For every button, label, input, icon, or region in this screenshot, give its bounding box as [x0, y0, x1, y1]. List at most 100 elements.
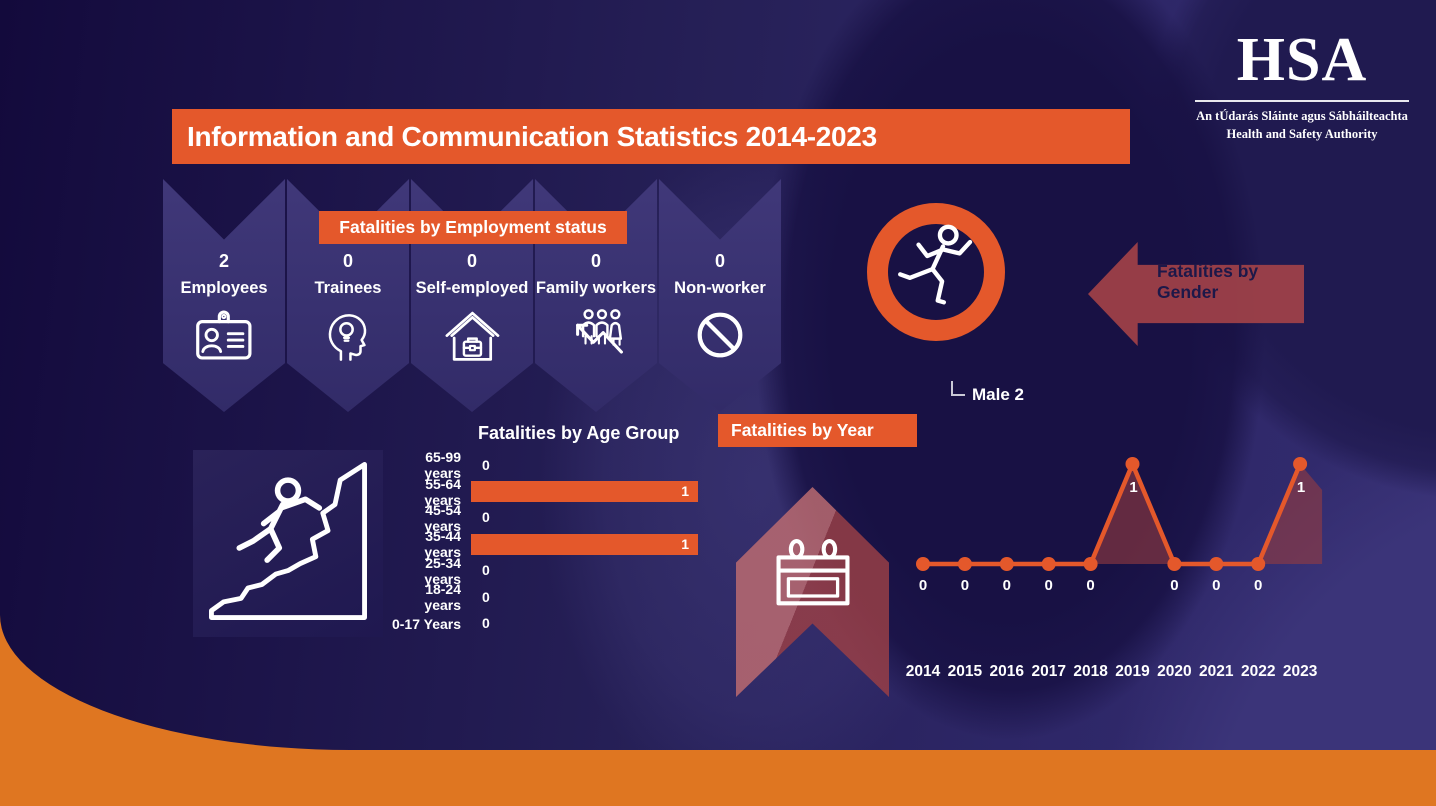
employment-banners: 2 Employees 0 Trainees 0 Self-employed 0 Family… — [163, 179, 781, 412]
year-marker — [916, 557, 930, 571]
employment-label: Trainees — [314, 279, 382, 297]
gender-section-header: Fatalities by Gender — [1157, 261, 1258, 303]
year-axis-label: 2017 — [1031, 663, 1065, 680]
background-panel: Information and Communication Statistics… — [0, 0, 1436, 750]
year-marker — [1251, 557, 1266, 571]
year-value-label: 0 — [1212, 577, 1220, 594]
year-marker — [1125, 457, 1140, 471]
age-group-bar-area: 0 — [471, 455, 702, 476]
gender-header-line1: Fatalities by — [1157, 261, 1259, 281]
year-value-label: 0 — [1003, 577, 1011, 594]
age-group-zero-value: 0 — [482, 509, 490, 526]
employment-value: 0 — [342, 251, 353, 271]
employment-banner-non-worker: 0 Non-worker — [659, 179, 781, 412]
age-group-row: 65-99 years 0 — [390, 449, 702, 482]
year-axis-label: 2021 — [1199, 663, 1234, 680]
employment-value: 0 — [590, 251, 601, 271]
age-group-chart-title: Fatalities by Age Group — [478, 423, 680, 443]
year-axis-label: 2015 — [948, 663, 983, 680]
year-axis-label: 2018 — [1073, 663, 1108, 680]
age-group-zero-value: 0 — [482, 562, 490, 579]
gender-callout-line — [951, 381, 965, 396]
age-group-row: 0-17 Years 0 — [390, 610, 702, 636]
house-briefcase-icon — [411, 307, 533, 368]
age-group-bar-area: 0 — [471, 560, 702, 581]
year-marker — [1167, 557, 1182, 571]
age-group-label: 35-44 years — [424, 528, 461, 561]
age-group-label: 45-54 years — [424, 501, 461, 534]
age-group-row: 18-24 years 0 — [390, 581, 702, 614]
year-axis-label: 2022 — [1241, 663, 1275, 680]
year-marker — [1209, 557, 1224, 571]
year-value-label: 0 — [919, 577, 927, 594]
age-group-bar: 1 — [471, 481, 698, 503]
age-group-label: 0-17 Years — [391, 615, 461, 632]
family-workers-icon — [535, 307, 657, 368]
year-axis-label: 2023 — [1283, 663, 1318, 680]
age-group-label: 18-24 years — [424, 581, 461, 614]
age-group-zero-value: 0 — [482, 588, 490, 605]
hsa-logo-subtitle-english: Health and Safety Authority — [1226, 126, 1378, 141]
age-group-bar-area: 0 — [471, 613, 702, 634]
calendar-icon — [776, 538, 849, 606]
year-axis-label: 2016 — [990, 663, 1025, 680]
year-marker — [957, 557, 972, 571]
year-value-label: 0 — [1086, 577, 1094, 594]
year-pennant-shape — [736, 487, 889, 697]
employment-label: Family workers — [535, 279, 657, 297]
climber-icon — [200, 454, 376, 633]
employment-value: 0 — [714, 251, 725, 271]
running-man-icon — [892, 222, 980, 323]
year-marker — [999, 557, 1014, 571]
employment-value: 0 — [466, 251, 477, 271]
employment-label: Self-employed — [415, 279, 529, 297]
age-group-label: 65-99 years — [424, 449, 461, 482]
hsa-logo: HSA An tÚdarás Sláinte agus Sábháilteach… — [1190, 26, 1414, 143]
year-value-label: 1 — [1297, 479, 1305, 496]
year-marker — [1083, 557, 1098, 571]
age-group-bar: 1 — [471, 533, 698, 555]
age-group-label: 25-34 years — [424, 554, 461, 587]
year-axis-label: 2020 — [1157, 663, 1191, 680]
employment-value: 2 — [218, 251, 229, 271]
year-value-label: 0 — [1254, 577, 1262, 594]
age-group-row: 35-44 years 1 — [390, 528, 702, 561]
age-group-bar-area: 1 — [471, 533, 702, 555]
year-marker — [1041, 557, 1056, 571]
age-group-bar-area: 1 — [471, 481, 702, 503]
climber-icon — [209, 462, 367, 620]
employment-banner-employees: 2 Employees — [163, 179, 285, 412]
employment-label: Employees — [180, 279, 268, 297]
no-entry-icon — [659, 307, 781, 368]
year-axis-label: 2019 — [1115, 663, 1150, 680]
age-group-label: 55-64 years — [424, 475, 461, 508]
age-group-row: 25-34 years 0 — [390, 554, 702, 587]
year-marker — [1293, 457, 1308, 471]
year-section-header: Fatalities by Year — [718, 414, 917, 447]
age-group-bar-area: 0 — [471, 507, 702, 528]
age-group-zero-value: 0 — [482, 456, 490, 473]
gender-ring — [867, 203, 1005, 341]
running-man-icon — [898, 224, 973, 304]
hsa-logo-acronym: HSA — [1236, 26, 1368, 94]
year-axis-label: 2014 — [906, 663, 941, 680]
year-area-fill — [1258, 464, 1323, 564]
trainee-head-icon — [287, 307, 409, 368]
age-group-zero-value: 0 — [482, 615, 490, 632]
year-value-label: 0 — [1045, 577, 1053, 594]
age-group-row: 55-64 years 1 — [390, 476, 702, 508]
age-group-row: 45-54 years 0 — [390, 501, 702, 534]
page-title: Information and Communication Statistics… — [172, 109, 1130, 164]
year-area-fill — [1090, 464, 1175, 564]
age-group-bar-area: 0 — [471, 587, 702, 608]
hsa-logo-divider — [1195, 100, 1409, 103]
year-line-chart: 0 2014 0 2015 0 2016 0 2017 0 2018 1 2019 0 2020 0 2021… — [906, 457, 1323, 680]
year-value-label: 1 — [1129, 479, 1137, 496]
age-section-illustration — [193, 450, 383, 637]
year-value-label: 0 — [1170, 577, 1178, 594]
year-value-label: 0 — [961, 577, 969, 594]
gender-value-label: Male 2 — [972, 385, 1024, 404]
calendar-icon — [772, 487, 854, 697]
gender-header-line2: Gender — [1157, 282, 1219, 302]
